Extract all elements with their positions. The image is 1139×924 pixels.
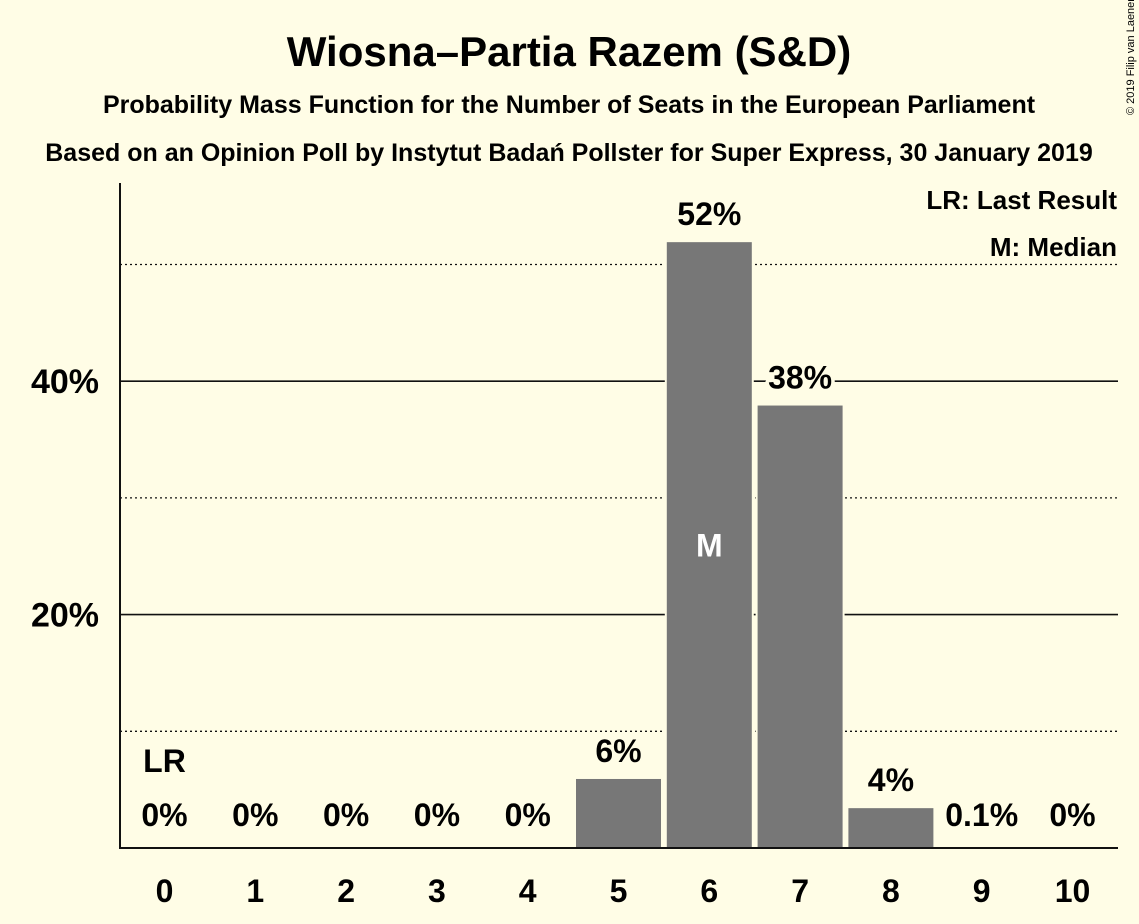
data-label-6: 52%: [677, 196, 741, 232]
x-tick-8: 8: [882, 873, 900, 909]
last-result-marker: LR: [143, 743, 186, 779]
bar-6: [664, 240, 754, 850]
x-tick-1: 1: [246, 873, 264, 909]
x-tick-6: 6: [700, 873, 718, 909]
median-marker: M: [696, 528, 723, 564]
data-label-4: 0%: [505, 797, 551, 833]
bar-7: [755, 403, 845, 849]
y-tick-20: 20%: [31, 597, 99, 635]
x-tick-7: 7: [791, 873, 809, 909]
legend: LR: Last Result M: Median: [922, 181, 1121, 266]
data-label-8: 4%: [868, 762, 914, 798]
chart-subtitle-poll: Based on an Opinion Poll by Instytut Bad…: [45, 139, 1093, 167]
legend-entry-0: LR: Last Result: [926, 185, 1117, 215]
bar-8: [846, 806, 936, 850]
data-label-5: 6%: [595, 733, 641, 769]
data-label-10: 0%: [1049, 797, 1095, 833]
data-label-2: 0%: [323, 797, 369, 833]
x-tick-3: 3: [428, 873, 446, 909]
x-tick-10: 10: [1055, 873, 1091, 909]
legend-entry-1: M: Median: [990, 232, 1117, 262]
x-tick-9: 9: [973, 873, 991, 909]
data-label-7: 38%: [768, 360, 832, 396]
y-tick-40: 40%: [31, 363, 99, 401]
data-label-1: 0%: [232, 797, 278, 833]
data-label-3: 0%: [414, 797, 460, 833]
data-labels: 0% 0% 0% 0% 0% 6% 52% 38% 4% 0.1% 0% M LR: [138, 193, 1099, 837]
chart-title: Wiosna–Partia Razem (S&D): [287, 28, 851, 75]
copyright-notice: © 2019 Filip van Laenen: [1125, 0, 1137, 115]
data-label-0: 0%: [141, 797, 187, 833]
bar-5: [574, 776, 663, 849]
gridlines: [120, 263, 1118, 732]
x-tick-0: 0: [156, 873, 174, 909]
chart-subtitle: Probability Mass Function for the Number…: [103, 91, 1036, 119]
data-label-9: 0.1%: [945, 797, 1018, 833]
x-tick-4: 4: [519, 873, 537, 909]
bars: [574, 240, 1027, 850]
x-tick-labels: 0 1 2 3 4 5 6 7 8 9 10: [156, 873, 1091, 909]
y-tick-labels: 20% 40%: [31, 363, 99, 634]
x-tick-2: 2: [337, 873, 355, 909]
x-tick-5: 5: [610, 873, 628, 909]
